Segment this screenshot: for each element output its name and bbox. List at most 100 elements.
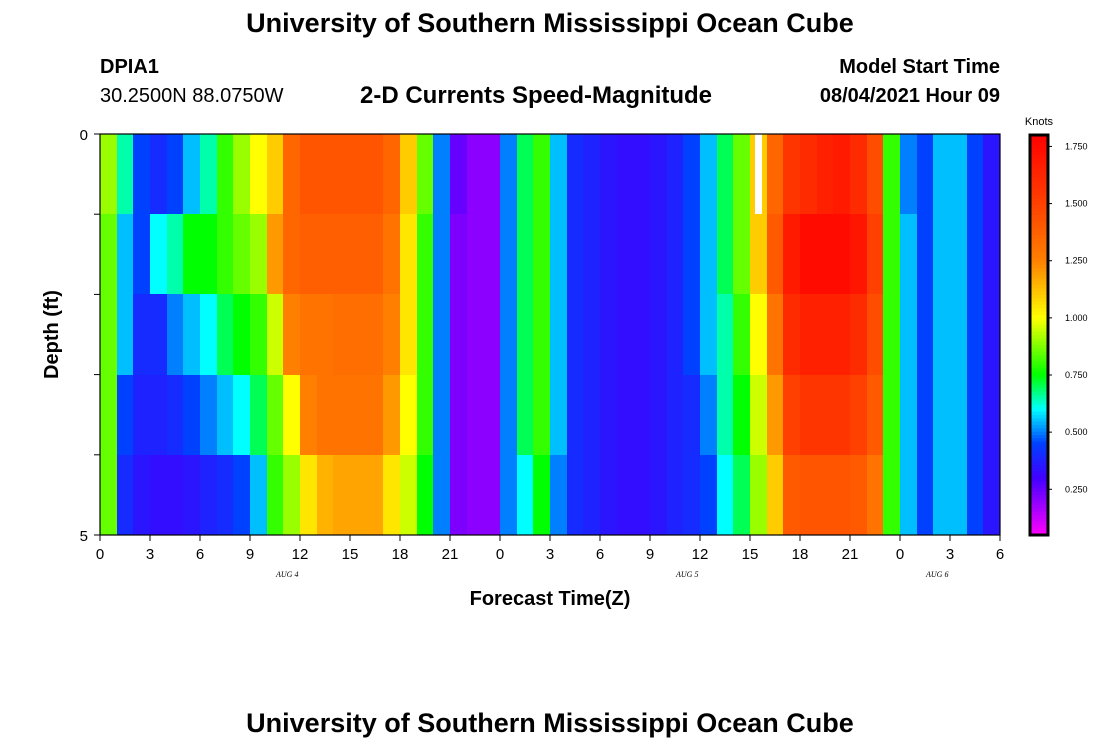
heatmap-cell <box>167 455 184 536</box>
heatmap-cell <box>700 134 718 215</box>
heatmap-cell <box>883 214 901 295</box>
heatmap-cell <box>183 375 201 456</box>
x-tick-label: 3 <box>946 546 954 563</box>
colorbar-segment <box>1030 225 1048 229</box>
heatmap-cell <box>667 455 684 536</box>
heatmap-cell <box>567 134 584 215</box>
colorbar-segment <box>1030 378 1048 383</box>
heatmap-cell <box>617 134 634 215</box>
colorbar-segment <box>1030 475 1048 479</box>
heatmap-cell <box>550 134 568 215</box>
heatmap-cell <box>617 294 634 376</box>
model-start-time-value: 08/04/2021 Hour 09 <box>819 85 1000 107</box>
colorbar-segment <box>1030 251 1048 256</box>
heatmap-cell <box>850 134 868 215</box>
heatmap-cell <box>750 455 768 536</box>
colorbar-segment <box>1030 388 1048 393</box>
heatmap-cell <box>250 455 268 536</box>
colorbar-segment <box>1030 291 1048 296</box>
colorbar-segment <box>1030 315 1048 319</box>
heatmap-cell <box>600 375 618 456</box>
heatmap-cell <box>567 375 584 456</box>
heatmap-cell <box>367 375 384 456</box>
heatmap-cell <box>467 214 484 295</box>
heatmap-cell <box>983 294 1001 376</box>
heatmap-cell <box>933 134 951 215</box>
heatmap-cell <box>600 134 618 215</box>
heatmap-cell <box>433 134 451 215</box>
heatmap-cell <box>400 455 418 536</box>
heatmap-cell <box>767 294 784 376</box>
colorbar-tick-label: 0.500 <box>1065 427 1088 437</box>
colorbar-tick-label: 1.250 <box>1065 256 1088 266</box>
heatmap-cell <box>733 375 751 456</box>
colorbar-segment <box>1030 258 1048 263</box>
heatmap-cell <box>283 214 301 295</box>
heatmap-cell <box>100 294 118 376</box>
heatmap-cell <box>517 375 534 456</box>
heatmap-cell <box>683 455 701 536</box>
y-tick-label: 5 <box>80 528 88 545</box>
heatmap-cell <box>317 214 334 295</box>
colorbar-segment <box>1030 261 1048 266</box>
heatmap-cell <box>217 134 234 215</box>
heatmap-cell <box>550 455 568 536</box>
heatmap-cell <box>300 214 318 295</box>
colorbar-tick-label: 1.500 <box>1065 199 1088 209</box>
footer-title: University of Southern Mississippi Ocean… <box>246 708 854 738</box>
heatmap-cell <box>683 214 701 295</box>
heatmap-cell <box>133 294 151 376</box>
heatmap-cell <box>483 455 501 536</box>
x-tick-label: 9 <box>246 546 254 563</box>
heatmap-cell <box>217 294 234 376</box>
heatmap-cell <box>400 134 418 215</box>
heatmap-cell <box>733 134 751 215</box>
heatmap-cell <box>900 375 918 456</box>
colorbar-segment <box>1030 485 1048 489</box>
heatmap-cell <box>750 375 768 456</box>
heatmap-cell <box>583 214 601 295</box>
heatmap-cell <box>383 214 401 295</box>
heatmap-cell <box>500 294 518 376</box>
heatmap-cell <box>250 214 268 295</box>
heatmap-cell <box>900 455 918 536</box>
heatmap-cell <box>983 375 1001 456</box>
heatmap-cell <box>833 214 851 295</box>
heatmap-cell <box>333 375 351 456</box>
heatmap-cell <box>150 134 168 215</box>
colorbar-segment <box>1030 311 1048 316</box>
heatmap-cell <box>950 375 968 456</box>
colorbar-segment <box>1030 455 1048 459</box>
colorbar-segment <box>1030 191 1048 196</box>
heatmap-cell <box>733 214 751 295</box>
heatmap-cell <box>967 375 984 456</box>
colorbar-segment <box>1030 228 1048 233</box>
heatmap-cell <box>633 455 651 536</box>
heatmap-cell <box>583 455 601 536</box>
heatmap-cell <box>850 375 868 456</box>
heatmap-cell <box>383 455 401 536</box>
colorbar-segment <box>1030 331 1048 336</box>
colorbar-segment <box>1030 465 1048 469</box>
heatmap-cell <box>667 294 684 376</box>
heatmap-cell <box>133 375 151 456</box>
heatmap-cell <box>500 214 518 295</box>
heatmap-cell <box>300 375 318 456</box>
colorbar-segment <box>1030 421 1048 426</box>
heatmap-cell <box>267 455 284 536</box>
colorbar-segment <box>1030 511 1048 516</box>
heatmap-cell <box>217 455 234 536</box>
colorbar-segment <box>1030 248 1048 253</box>
heatmap-cell <box>617 375 634 456</box>
heatmap-cell <box>267 375 284 456</box>
colorbar-segment <box>1030 341 1048 346</box>
heatmap-cell <box>517 455 534 536</box>
colorbar-segment <box>1030 335 1048 339</box>
colorbar-segment <box>1030 355 1048 359</box>
colorbar-segment <box>1030 481 1048 486</box>
heatmap-cell <box>650 375 668 456</box>
heatmap-cell <box>350 214 368 295</box>
heatmap-cell <box>967 294 984 376</box>
heatmap-cell <box>150 214 168 295</box>
heatmap-cell <box>650 294 668 376</box>
